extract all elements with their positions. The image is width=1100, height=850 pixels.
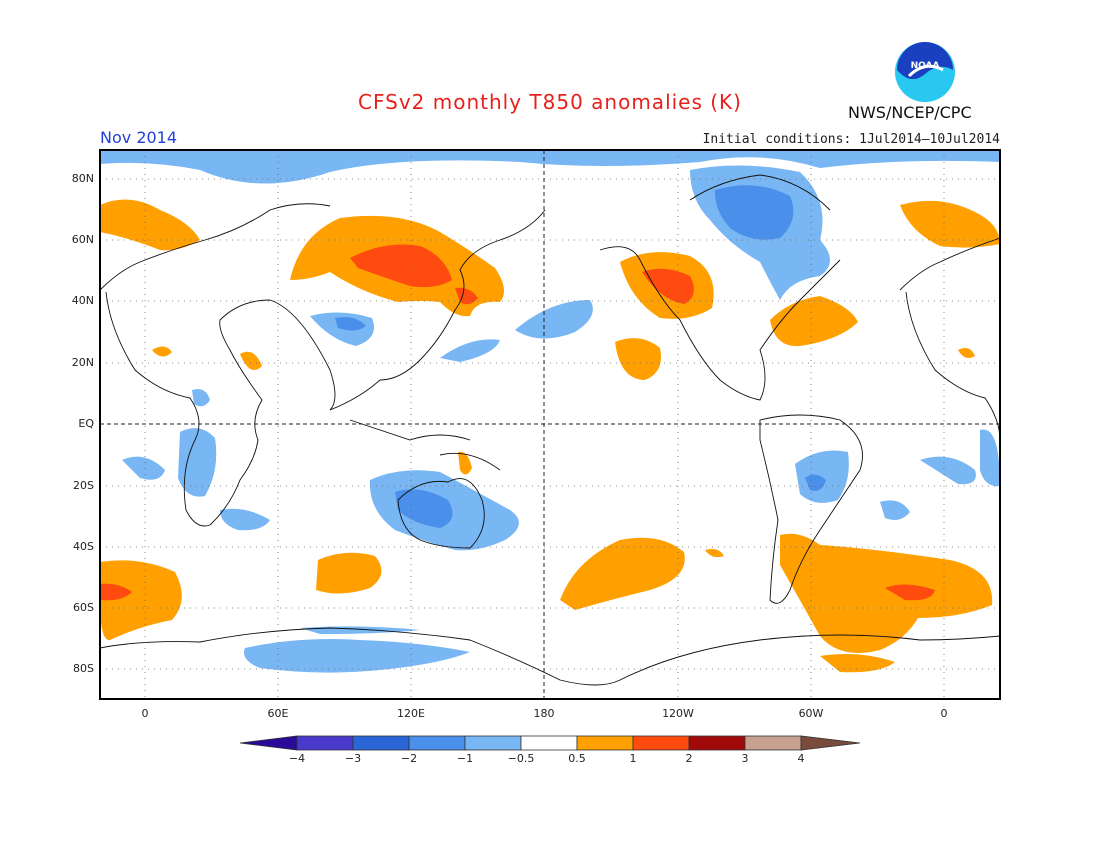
anomaly-neg-africa [178, 428, 217, 497]
anomaly-neg-canada-core [714, 185, 794, 240]
colorbar-swatch [688, 735, 746, 751]
anomaly-pos-so-pacific [560, 537, 685, 610]
anomaly-neg-satl-east [920, 456, 976, 485]
colorbar-swatch [352, 735, 410, 751]
agency-label: NWS/NCEP/CPC [848, 103, 972, 122]
anomaly-pos-europe-r [900, 200, 1000, 248]
anomaly-neg-sahel [192, 389, 210, 407]
anomaly-neg-samerica-core [805, 474, 826, 491]
anomaly-pos-so-west [100, 560, 182, 641]
colorbar-label: 4 [797, 752, 805, 765]
anomaly-neg-australia-core [395, 489, 453, 528]
anomaly-pos-nawest-core [642, 268, 694, 304]
noaa-logo-icon: NOAA [895, 42, 955, 102]
anomaly-pos-so-west-core [100, 583, 132, 601]
anomaly-pos-so-samerica [780, 533, 993, 653]
anomaly-neg-samerica [795, 450, 849, 503]
lat-label-eq: EQ [78, 417, 94, 430]
anomaly-neg-moz [220, 508, 270, 531]
colorbar-swatch [744, 735, 802, 751]
lon-label-120w: 120W [662, 707, 694, 720]
colorbar [239, 735, 861, 751]
colorbar-label: 2 [685, 752, 693, 765]
colorbar-label: −3 [344, 752, 362, 765]
lat-label-60n: 60N [71, 233, 94, 246]
anomaly-pos-png [458, 451, 472, 475]
anomaly-pos-small5 [820, 654, 895, 673]
lat-label-60s: 60S [73, 601, 94, 614]
anomaly-neg-arctic [100, 150, 1000, 184]
anomaly-pos-asia-core [350, 244, 452, 288]
chart-title: CFSv2 monthly T850 anomalies (K) [358, 90, 742, 114]
colorbar-swatch [408, 735, 466, 751]
lat-label-20s: 20S [73, 479, 94, 492]
colorbar-label: 1 [629, 752, 637, 765]
map-field [100, 150, 1000, 699]
lat-label-20n: 20N [71, 356, 94, 369]
lon-label-60w: 60W [798, 707, 824, 720]
map-frame [99, 149, 1001, 700]
anomaly-pos-small3 [958, 348, 975, 358]
anomaly-neg-satl [122, 456, 165, 480]
anomaly-pos-so-samerica-core [885, 584, 935, 601]
logo-text: NOAA [911, 61, 940, 71]
lat-label-80n: 80N [71, 172, 94, 185]
lat-label-80s: 80S [73, 662, 94, 675]
lon-label-180: 180 [533, 707, 555, 720]
colorbar-label: −2 [400, 752, 418, 765]
forecast-month: Nov 2014 [100, 128, 178, 147]
colorbar-label: −0.5 [507, 752, 535, 765]
anomaly-pos-europe-l [100, 199, 200, 251]
anomaly-pos-so-indian [316, 552, 382, 594]
colorbar-swatch [576, 735, 634, 751]
colorbar-swatch [464, 735, 522, 751]
equator-dateline [100, 150, 1000, 699]
anomaly-neg-east-edge [980, 429, 1000, 487]
anomaly-pos-pacific [615, 338, 661, 380]
anomaly-neg-antarctic [244, 639, 470, 673]
lat-label-40s: 40S [73, 540, 94, 553]
colorbar-swatch [632, 735, 690, 751]
colorbar-arrow-low [239, 735, 298, 751]
anomaly-neg-satl-mid [880, 500, 910, 520]
coastlines [100, 174, 1000, 686]
lon-label-60e: 60E [267, 707, 289, 720]
lon-label-0: 0 [141, 707, 149, 720]
colorbar-label: 3 [741, 752, 749, 765]
anomaly-neg-tibet-core [335, 317, 366, 331]
lon-label-0-east: 0 [940, 707, 948, 720]
colorbar-arrow-high [800, 735, 861, 751]
lon-label-120e: 120E [397, 707, 425, 720]
anomaly-pos-small4 [705, 548, 724, 558]
anomaly-neg-npacific2 [440, 339, 500, 362]
anomaly-pos-small1 [152, 346, 172, 357]
colorbar-swatch [296, 735, 354, 751]
anomaly-neg-npacific [515, 300, 593, 339]
graticule [100, 150, 1000, 699]
initial-conditions: Initial conditions: 1Jul2014–10Jul2014 [702, 132, 1000, 147]
colorbar-label: −1 [456, 752, 474, 765]
lat-label-40n: 40N [71, 294, 94, 307]
colorbar-label: 0.5 [568, 752, 586, 765]
colorbar-swatch [520, 735, 578, 751]
anomaly-pos-small2 [240, 351, 262, 370]
colorbar-label: −4 [288, 752, 306, 765]
